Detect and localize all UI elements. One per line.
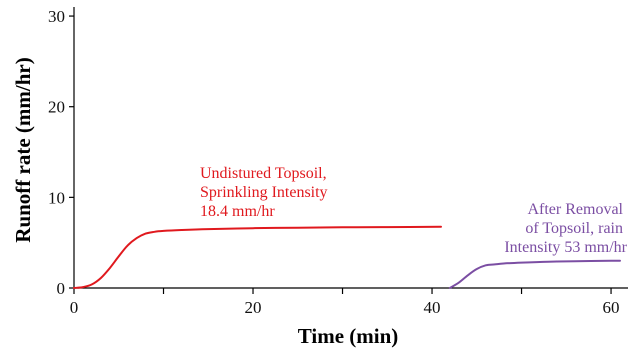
x-tick-label: 0 — [70, 298, 79, 317]
annotation-line: Sprinkling Intensity — [200, 184, 328, 201]
y-tick-label: 0 — [57, 279, 66, 298]
x-tick-label: 40 — [424, 298, 441, 317]
series-line-1 — [73, 225, 442, 289]
x-axis-title: Time (min) — [298, 324, 399, 348]
annotation-line: of Topsoil, rain — [525, 220, 623, 237]
annotation-line: After Removal — [527, 201, 623, 218]
y-tick-label: 30 — [48, 7, 65, 26]
annotation-line: 18.4 mm/hr — [200, 203, 275, 220]
series-layer — [73, 225, 621, 289]
annotation-line: Undistured Topsoil, — [200, 165, 327, 182]
y-tick-label: 10 — [48, 188, 65, 207]
x-axis: 0 20 40 60 — [70, 287, 628, 317]
annotation-undisturbed-topsoil: Undistured Topsoil, Sprinkling Intensity… — [200, 165, 332, 220]
annotation-line: Intensity 53 mm/hr — [504, 239, 627, 256]
x-tick-label: 20 — [245, 298, 262, 317]
y-axis: 0 10 20 30 — [48, 7, 75, 298]
y-axis-title: Runoff rate (mm/hr) — [11, 57, 35, 242]
y-tick-label: 20 — [48, 98, 65, 117]
x-tick-label: 60 — [603, 298, 620, 317]
series-line-2 — [448, 259, 621, 289]
annotation-after-removal: After Removal of Topsoil, rain Intensity… — [504, 201, 627, 256]
